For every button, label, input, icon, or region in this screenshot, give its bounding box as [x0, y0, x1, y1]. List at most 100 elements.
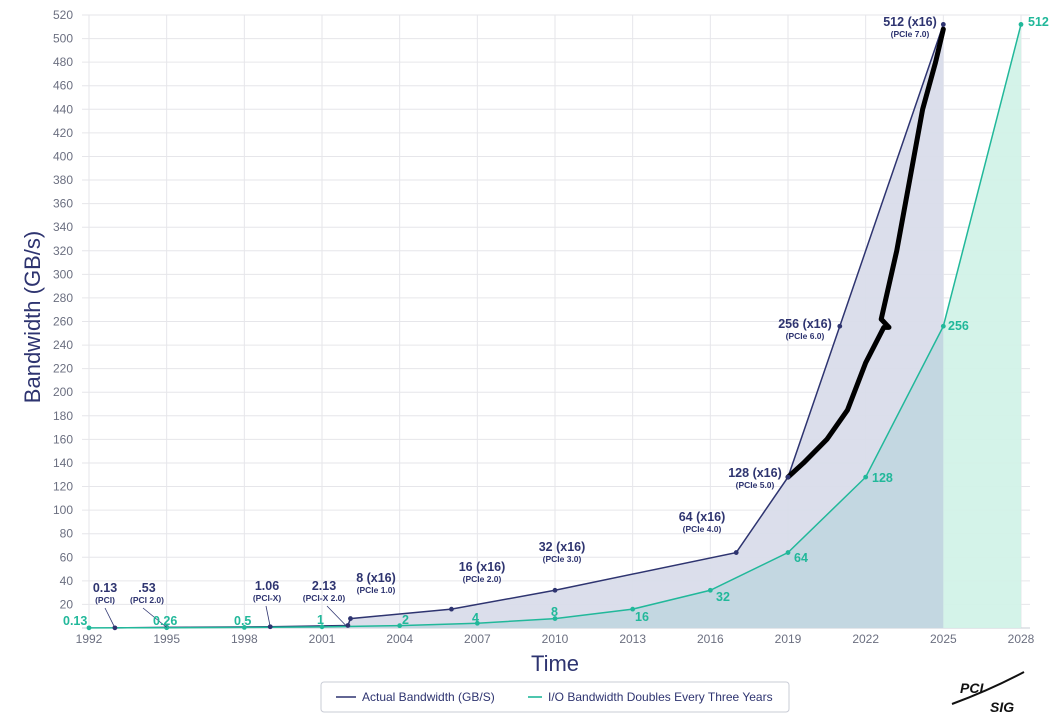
actual-value-label: .53	[138, 581, 155, 595]
doubling-area-fill	[943, 24, 1021, 628]
actual-value-label: 64 (x16)	[679, 510, 726, 524]
y-tick-label: 400	[53, 149, 73, 163]
doubling-point	[1018, 22, 1024, 27]
doubling-point	[940, 323, 946, 329]
actual-value-label: 256 (x16)	[778, 317, 832, 331]
actual-generation-label: (PCIe 5.0)	[736, 480, 775, 490]
doubling-value-label: 1	[317, 613, 324, 627]
actual-value-label: 16 (x16)	[459, 560, 506, 574]
y-tick-label: 100	[53, 503, 73, 517]
actual-point	[837, 323, 843, 329]
actual-value-label: 2.13	[312, 579, 336, 593]
actual-point	[733, 550, 739, 555]
y-tick-label: 20	[60, 597, 74, 611]
logo-swoosh-icon	[951, 671, 1025, 705]
label-leader-line	[326, 605, 347, 626]
doubling-value-label: 256	[948, 319, 969, 333]
y-tick-label: 240	[53, 338, 73, 352]
doubling-value-label: 0.13	[63, 614, 87, 628]
y-tick-label: 460	[53, 79, 73, 93]
hand-drawn-annotation-line	[785, 26, 946, 480]
x-tick-label: 2001	[309, 632, 336, 646]
x-tick-label: 2007	[464, 632, 491, 646]
doubling-value-label: 4	[472, 611, 479, 625]
doubling-point	[707, 587, 713, 593]
logo-line2: SIG	[990, 699, 1014, 715]
y-tick-label: 340	[53, 220, 73, 234]
y-tick-label: 260	[53, 315, 73, 329]
y-tick-label: 420	[53, 126, 73, 140]
y-tick-label: 60	[60, 550, 74, 564]
x-tick-label: 2013	[619, 632, 646, 646]
x-tick-label: 1995	[153, 632, 180, 646]
x-tick-label: 2025	[930, 632, 957, 646]
overlap-area-fill	[89, 326, 944, 628]
y-tick-label: 360	[53, 197, 73, 211]
x-axis-title: Time	[531, 651, 579, 676]
x-tick-label: 1992	[76, 632, 103, 646]
label-leader-line	[265, 605, 271, 627]
doubling-value-label: 16	[635, 610, 649, 624]
y-axis-title: Bandwidth (GB/s)	[20, 231, 45, 403]
y-tick-label: 380	[53, 173, 73, 187]
actual-generation-label: (PCIe 3.0)	[543, 554, 582, 564]
actual-value-label: 0.13	[93, 581, 117, 595]
doubling-point	[630, 606, 636, 612]
x-tick-label: 2019	[775, 632, 802, 646]
y-tick-label: 140	[53, 456, 73, 470]
actual-point	[348, 616, 353, 621]
y-tick-label: 120	[53, 480, 73, 494]
legend-box	[320, 681, 790, 713]
data-labels: 0.13(PCI).53(PCI 2.0)1.06(PCI-X)2.13(PCI…	[63, 15, 1049, 629]
actual-generation-label: (PCI 2.0)	[130, 595, 164, 605]
doubling-value-label: 512	[1028, 15, 1049, 29]
actual-point	[345, 623, 351, 628]
area-fills	[89, 24, 1021, 628]
actual-value-label: 1.06	[255, 579, 279, 593]
actual-generation-label: (PCI-X)	[253, 593, 282, 603]
x-tick-label: 2004	[386, 632, 413, 646]
y-tick-label: 220	[53, 362, 73, 376]
doubling-value-label: 64	[794, 551, 808, 565]
y-tick-label: 440	[53, 102, 73, 116]
doubling-point	[86, 625, 92, 631]
actual-generation-label: (PCI)	[95, 595, 115, 605]
x-tick-label: 2016	[697, 632, 724, 646]
legend-actual-label: Actual Bandwidth (GB/S)	[362, 690, 495, 704]
axis-ticks: 20 40 60 80 100 120 140 160 180 200 220 240 260 280 30…	[53, 8, 1035, 646]
pci-sig-logo: PCI SIG	[951, 671, 1025, 715]
x-tick-label: 2028	[1008, 632, 1035, 646]
doubling-point	[863, 474, 869, 480]
x-tick-label: 2022	[852, 632, 879, 646]
doubling-point	[241, 625, 247, 630]
doubling-point	[474, 620, 480, 626]
y-tick-label: 520	[53, 8, 73, 22]
actual-generation-label: (PCIe 6.0)	[786, 331, 825, 341]
legend: Actual Bandwidth (GB/S) I/O Bandwidth Do…	[320, 681, 790, 713]
y-tick-label: 200	[53, 385, 73, 399]
y-tick-label: 80	[60, 527, 74, 541]
logo-line1: PCI	[960, 680, 984, 696]
actual-generation-label: (PCIe 2.0)	[463, 574, 502, 584]
actual-value-label: 128 (x16)	[728, 466, 782, 480]
y-tick-label: 320	[53, 244, 73, 258]
y-tick-label: 500	[53, 32, 73, 46]
label-leader-line	[104, 607, 116, 629]
doubling-point	[552, 616, 558, 621]
actual-point	[552, 587, 558, 593]
doubling-value-label: 2	[402, 613, 409, 627]
actual-point	[449, 606, 454, 612]
doubling-value-label: 0.26	[153, 614, 177, 628]
label-leader-line	[142, 607, 167, 628]
y-tick-label: 180	[53, 409, 73, 423]
actual-point	[940, 22, 946, 27]
y-tick-label: 280	[53, 291, 73, 305]
doubling-value-label: 128	[872, 471, 893, 485]
x-tick-label: 2010	[542, 632, 569, 646]
actual-generation-label: (PCI-X 2.0)	[303, 593, 346, 603]
actual-generation-label: (PCIe 1.0)	[357, 585, 396, 595]
legend-doubling-label: I/O Bandwidth Doubles Every Three Years	[548, 690, 773, 704]
actual-generation-label: (PCIe 7.0)	[891, 29, 930, 39]
actual-value-label: 32 (x16)	[539, 540, 586, 554]
